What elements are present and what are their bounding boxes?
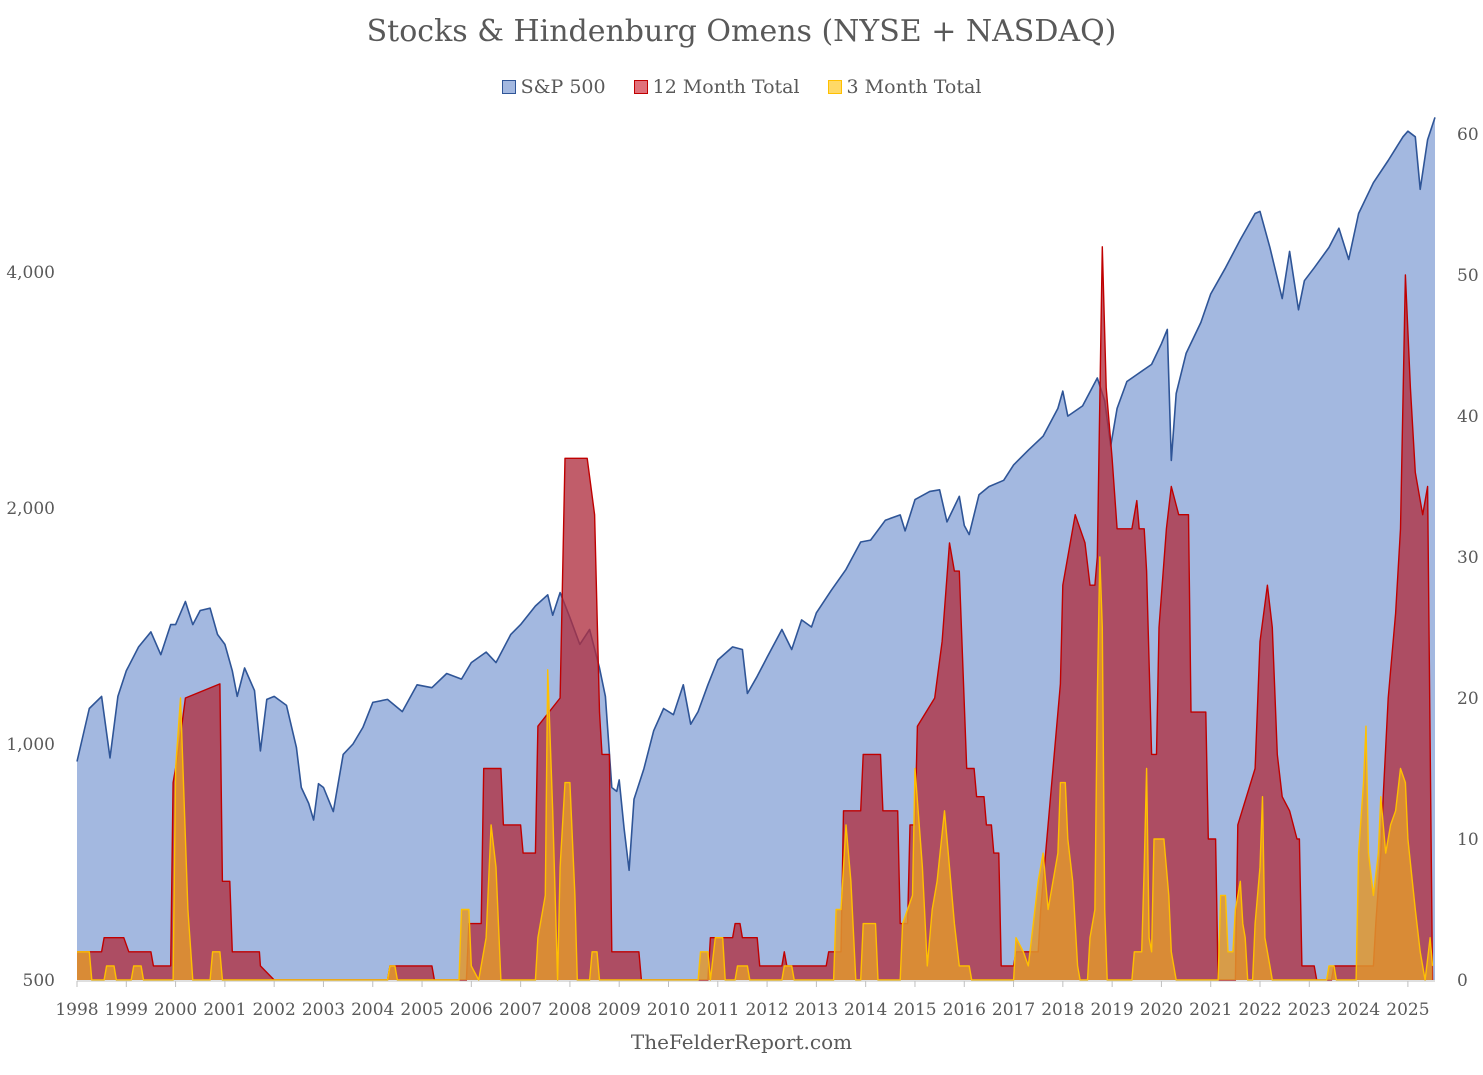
x-tick-label: 2013 [795,1000,838,1020]
sp500-series-line [76,117,1436,872]
x-tick-label: 2011 [696,1000,739,1020]
source-footer: TheFelderReport.com [630,1030,853,1054]
legend-item-3-month[interactable]: 3 Month Total [827,76,982,98]
right-y-tick-label: 60 [1457,125,1479,145]
x-tick-label: 2004 [351,1000,394,1020]
legend: S&P 500 12 Month Total 3 Month Total [0,76,1483,98]
x-tick-label: 2016 [943,1000,986,1020]
legend-item-sp500[interactable]: S&P 500 [501,76,606,98]
x-tick-label: 2012 [745,1000,788,1020]
right-y-tick-label: 50 [1457,266,1479,286]
x-tick-label: 2001 [203,1000,246,1020]
legend-label-12-month: 12 Month Total [652,76,800,98]
sp500-area-layer [76,117,1436,980]
x-tick-label: 2002 [253,1000,296,1020]
x-tick-label: 2009 [598,1000,641,1020]
x-tick-label: 2018 [1041,1000,1084,1020]
sp500-series-fill [77,117,1435,980]
x-tick-label: 2020 [1140,1000,1183,1020]
x-axis: 1998 1999 2000 2001 2002 2003 2004 2005 2006 2007… [55,980,1435,1020]
x-tick-label: 2008 [548,1000,591,1020]
x-tick-label: 2023 [1288,1000,1331,1020]
left-y-axis: 500 1,000 2,000 4,000 [6,263,55,991]
right-y-tick-label: 40 [1457,407,1479,427]
12-month-total-series-line [77,246,1434,981]
right-y-tick-label: 10 [1457,830,1479,850]
x-tick-label: 2014 [844,1000,887,1020]
chart-title: Stocks & Hindenburg Omens (NYSE + NASDAQ… [366,14,1117,49]
right-y-axis: 0 10 20 30 40 50 60 [1457,125,1479,991]
x-tick-label: 2017 [992,1000,1035,1020]
legend-swatch-sp500 [501,80,516,94]
x-tick-label: 1999 [105,1000,148,1020]
x-tick-label: 2015 [893,1000,936,1020]
right-y-tick-label: 30 [1457,548,1479,568]
left-y-tick-label: 2,000 [6,499,55,519]
right-y-tick-label: 0 [1457,971,1468,991]
x-tick-label: 2005 [400,1000,443,1020]
12-month-area-layer [77,246,1434,981]
legend-label-3-month: 3 Month Total [846,76,982,98]
x-tick-label: 2025 [1386,1000,1429,1020]
3-month-total-series-line [77,556,1434,981]
x-tick-label: 2010 [647,1000,690,1020]
legend-swatch-3-month [827,80,842,94]
left-y-tick-label: 1,000 [6,735,55,755]
x-tick-label: 2021 [1189,1000,1232,1020]
x-tick-label: 2019 [1091,1000,1134,1020]
x-tick-label: 1998 [55,1000,98,1020]
x-tick-label: 2003 [302,1000,345,1020]
x-tick-label: 2006 [450,1000,493,1020]
legend-swatch-12-month [633,80,648,94]
right-y-tick-label: 20 [1457,689,1479,709]
x-tick-label: 2022 [1238,1000,1281,1020]
x-tick-label: 2007 [499,1000,542,1020]
12-month-total-series-fill [77,246,1433,981]
left-y-tick-label: 4,000 [6,263,55,283]
left-y-tick-label: 500 [23,971,55,991]
legend-label-sp500: S&P 500 [520,76,606,98]
3-month-area-layer [77,556,1434,981]
x-tick-label: 2000 [154,1000,197,1020]
x-tick-label: 2024 [1337,1000,1380,1020]
legend-item-12-month[interactable]: 12 Month Total [633,76,800,98]
